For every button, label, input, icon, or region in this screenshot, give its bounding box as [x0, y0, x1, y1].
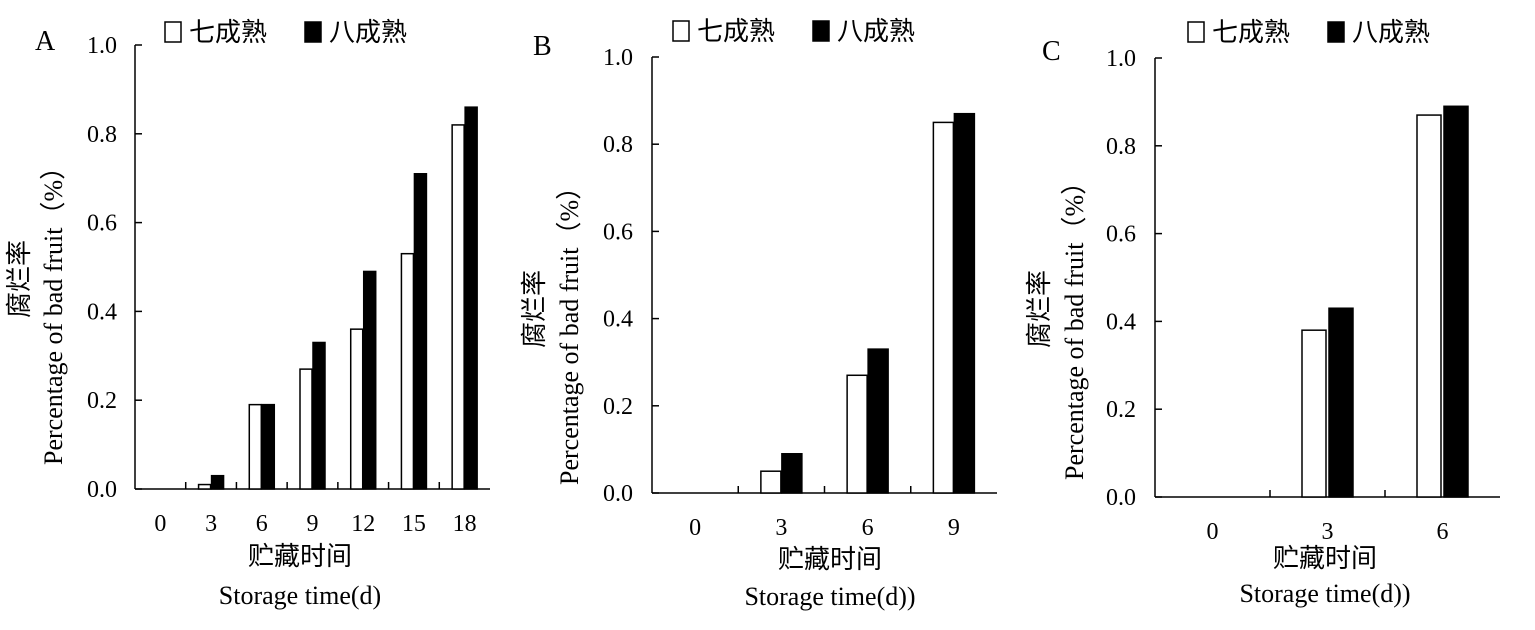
bar-seven-3 — [1301, 329, 1327, 498]
bar-seven-9 — [932, 121, 955, 494]
x-tick-label: 0 — [154, 511, 166, 537]
y-tick-label: 0.0 — [87, 477, 117, 503]
x-tick-label: 0 — [1207, 519, 1219, 545]
x-tick-label: 12 — [351, 511, 375, 537]
bar-seven-18 — [451, 124, 465, 490]
bar-eight-18 — [464, 106, 478, 490]
y-tick-label: 0.4 — [603, 307, 633, 333]
x-tick-label: 3 — [205, 511, 217, 537]
x-tick-label: 6 — [862, 515, 874, 541]
bar-seven-12 — [349, 328, 364, 490]
legend-label-eight: 八成熟 — [329, 18, 407, 47]
bar-eight-15 — [413, 173, 428, 490]
y-tick-label: 0.0 — [603, 481, 633, 507]
bar-seven-6 — [248, 403, 263, 490]
bar-seven-3 — [760, 470, 782, 494]
legend: 七成熟 八成熟 — [164, 18, 407, 47]
x-tick-label: 15 — [402, 511, 426, 537]
legend-label-eight: 八成熟 — [1352, 18, 1430, 47]
bar-eight-6 — [261, 403, 276, 490]
x-axis-label-cn: 贮藏时间 — [248, 542, 352, 571]
panel-letter: C — [1042, 36, 1061, 67]
bar-seven-6 — [846, 374, 868, 494]
x-axis-label: Storage time(d) — [219, 581, 381, 610]
legend-swatch-seven — [164, 21, 182, 43]
bar-eight-3 — [1328, 307, 1354, 498]
legend-swatch-eight — [304, 21, 322, 43]
bar-eight-12 — [362, 270, 377, 490]
y-tick-label: 0.8 — [87, 122, 117, 148]
bar-seven-6 — [1416, 114, 1442, 498]
y-axis-label: Percentage of bad fruit（%） — [555, 174, 584, 485]
y-tick-label: 0.6 — [1106, 222, 1136, 248]
legend-swatch-seven — [1187, 21, 1205, 43]
y-axis-label-cn: 腐烂率 — [5, 240, 34, 318]
bar-eight-9 — [953, 112, 976, 494]
y-tick-label: 0.2 — [1106, 397, 1136, 423]
legend: 七成熟 八成熟 — [672, 17, 915, 46]
y-tick-label: 1.0 — [1106, 46, 1136, 72]
x-axis-label-cn: 贮藏时间 — [1273, 544, 1377, 573]
x-tick-label: 0 — [689, 515, 701, 541]
y-tick-label: 0.6 — [87, 211, 117, 237]
bar-seven-9 — [299, 368, 313, 490]
y-tick-label: 1.0 — [603, 45, 633, 71]
legend-label-seven: 七成熟 — [189, 18, 267, 47]
x-tick-label: 6 — [256, 511, 268, 537]
x-tick-label: 6 — [1437, 519, 1449, 545]
bar-eight-6 — [1443, 105, 1469, 498]
y-tick-label: 1.0 — [87, 33, 117, 59]
x-tick-label: 9 — [307, 511, 319, 537]
bar-eight-3 — [210, 474, 225, 490]
bar-eight-6 — [867, 348, 889, 494]
y-tick-label: 0.6 — [603, 219, 633, 245]
bar-eight-9 — [312, 341, 326, 490]
y-axis-label: Percentage of bad fruit（%） — [39, 154, 68, 465]
y-axis-label-cn: 腐烂率 — [520, 270, 549, 348]
x-axis-label: Storage time(d)) — [1239, 579, 1410, 608]
x-tick-label: 3 — [775, 515, 787, 541]
panel-letter: A — [35, 26, 56, 57]
y-tick-label: 0.8 — [603, 132, 633, 158]
legend: 七成熟 八成熟 — [1187, 18, 1430, 47]
legend-swatch-eight — [1327, 21, 1345, 43]
y-axis-label-cn: 腐烂率 — [1025, 270, 1054, 348]
bar-seven-3 — [197, 483, 212, 490]
legend-label-seven: 七成熟 — [1212, 18, 1290, 47]
y-tick-label: 0.2 — [87, 388, 117, 414]
panel-letter: B — [533, 31, 552, 62]
y-tick-label: 0.8 — [1106, 134, 1136, 160]
y-tick-label: 0.0 — [1106, 485, 1136, 511]
x-tick-label: 18 — [453, 511, 477, 537]
legend-swatch-eight — [812, 20, 830, 42]
y-tick-label: 0.2 — [603, 394, 633, 420]
y-axis-label: Percentage of bad fruit（%） — [1060, 169, 1089, 480]
x-axis-label-cn: 贮藏时间 — [778, 545, 882, 574]
x-axis-label: Storage time(d)) — [744, 582, 915, 611]
x-tick-label: 3 — [1322, 519, 1334, 545]
legend-label-seven: 七成熟 — [697, 17, 775, 46]
bar-seven-15 — [400, 252, 415, 490]
bar-eight-3 — [781, 453, 803, 494]
x-tick-label: 9 — [948, 515, 960, 541]
y-tick-label: 0.4 — [1106, 309, 1136, 335]
legend-swatch-seven — [672, 20, 690, 42]
y-tick-label: 0.4 — [87, 299, 117, 325]
legend-label-eight: 八成熟 — [837, 17, 915, 46]
